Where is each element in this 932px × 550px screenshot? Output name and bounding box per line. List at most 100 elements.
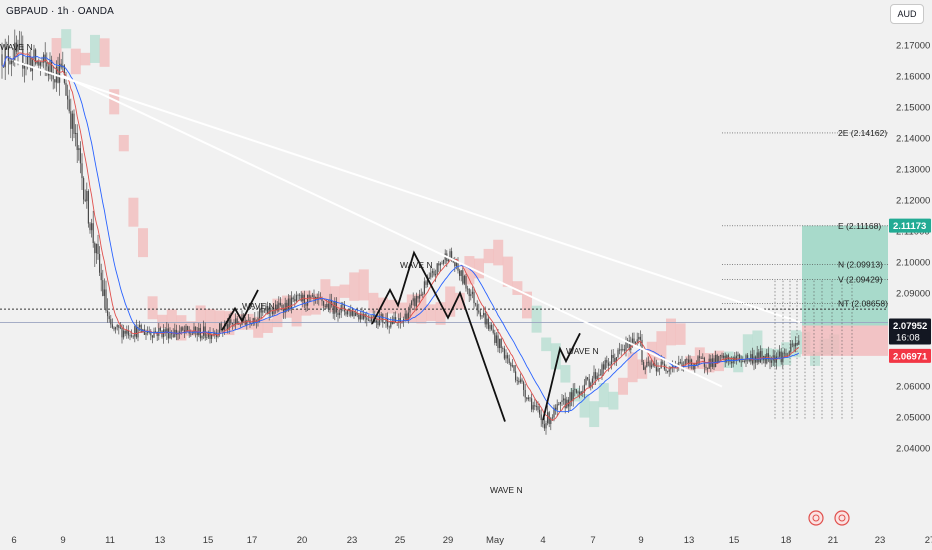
- x-tick-label: 29: [443, 535, 454, 546]
- target-price-label: 2.11173: [893, 221, 926, 232]
- candle-body: [300, 294, 302, 302]
- candle-body: [94, 242, 96, 254]
- candle-body: [268, 307, 270, 315]
- candle-body: [159, 327, 161, 331]
- candle-body: [286, 302, 288, 311]
- candle-body: [587, 377, 589, 380]
- candle-body: [295, 295, 297, 302]
- candle-body: [641, 339, 643, 363]
- candle-body: [123, 330, 125, 338]
- candle-body: [737, 354, 739, 357]
- candle-body: [435, 274, 437, 276]
- candle-body: [239, 324, 241, 326]
- candle-body: [547, 412, 549, 424]
- candle-body: [687, 359, 689, 364]
- candle-body: [321, 298, 323, 302]
- candle-body: [705, 366, 707, 368]
- candle-body: [457, 261, 459, 271]
- candle-body: [468, 289, 470, 297]
- candle-body: [579, 391, 581, 395]
- ichimoku-cloud-segment: [166, 309, 177, 334]
- candle-body: [708, 358, 710, 369]
- ichimoku-cloud-segment: [426, 304, 436, 322]
- candle-body: [750, 354, 752, 362]
- candle-body: [531, 398, 533, 410]
- candle-body: [310, 296, 312, 298]
- candle-body: [108, 316, 110, 320]
- ichimoku-cloud-segment: [666, 318, 676, 346]
- candle-body: [33, 49, 35, 60]
- candle-body: [388, 326, 390, 328]
- ichimoku-cloud-segment: [138, 228, 148, 258]
- candle-body: [633, 338, 635, 344]
- candle-body: [329, 300, 331, 310]
- candle-body: [742, 360, 744, 362]
- candle-body: [585, 377, 587, 385]
- candle-body: [542, 420, 544, 425]
- candle-body: [735, 356, 737, 361]
- candle-body: [345, 311, 347, 315]
- target-level-label: NT (2.08658): [838, 299, 888, 309]
- candle-body: [625, 342, 627, 351]
- candle-body: [667, 371, 669, 372]
- candle-body: [182, 327, 184, 331]
- candle-body: [409, 305, 411, 313]
- candle-body: [564, 398, 566, 409]
- candle-body: [283, 309, 285, 313]
- candle-body: [523, 381, 525, 390]
- candle-body: [100, 272, 102, 281]
- candle-body: [404, 313, 406, 320]
- candle-body: [771, 360, 773, 363]
- candle-body: [78, 148, 80, 151]
- candle-body: [393, 317, 395, 324]
- candle-body: [387, 318, 389, 327]
- candle-body: [607, 362, 609, 366]
- candle-body: [692, 364, 694, 370]
- candle-body: [486, 318, 488, 325]
- candle-body: [414, 298, 416, 307]
- candle-body: [105, 289, 107, 311]
- ichimoku-cloud-segment: [502, 256, 513, 287]
- candle-body: [668, 369, 670, 372]
- candle-body: [124, 330, 126, 334]
- candle-body: [662, 361, 664, 364]
- candle-body: [65, 82, 67, 96]
- candle-body: [422, 293, 424, 295]
- candle-body: [92, 223, 94, 243]
- candle-body: [119, 327, 121, 329]
- candle-body: [299, 294, 301, 296]
- ichimoku-cloud-segment: [118, 134, 129, 152]
- candle-body: [659, 368, 661, 370]
- target-level-label: E (2.11168): [838, 221, 881, 231]
- candle-body: [798, 340, 800, 345]
- candle-body: [550, 418, 552, 424]
- currency-button[interactable]: AUD: [890, 4, 924, 24]
- candle-body: [731, 361, 733, 364]
- ichimoku-cloud-segment: [598, 383, 609, 408]
- candle-body: [569, 392, 571, 407]
- candle-body: [417, 295, 419, 299]
- candle-body: [529, 397, 531, 399]
- ichimoku-cloud-segment: [262, 318, 273, 333]
- candle-body: [79, 148, 81, 164]
- candle-body: [612, 354, 614, 359]
- candle-body: [785, 353, 787, 357]
- candle-body: [721, 355, 723, 358]
- candle-body: [756, 352, 758, 363]
- candle-body: [483, 313, 485, 316]
- ichimoku-cloud-segment: [109, 89, 120, 115]
- target-level-label: N (2.09913): [838, 260, 883, 270]
- candle-body: [412, 298, 414, 302]
- y-tick-label: 2.16000: [896, 72, 930, 83]
- candle-body: [139, 324, 141, 328]
- candle-body: [467, 288, 469, 290]
- candle-body: [164, 329, 166, 334]
- candle-body: [577, 391, 579, 393]
- candle-body: [236, 318, 238, 324]
- candle-body: [126, 330, 128, 334]
- candle-body: [294, 299, 296, 302]
- economic-event-icon: [834, 510, 850, 526]
- candle-body: [196, 331, 198, 336]
- candle-body: [278, 302, 280, 311]
